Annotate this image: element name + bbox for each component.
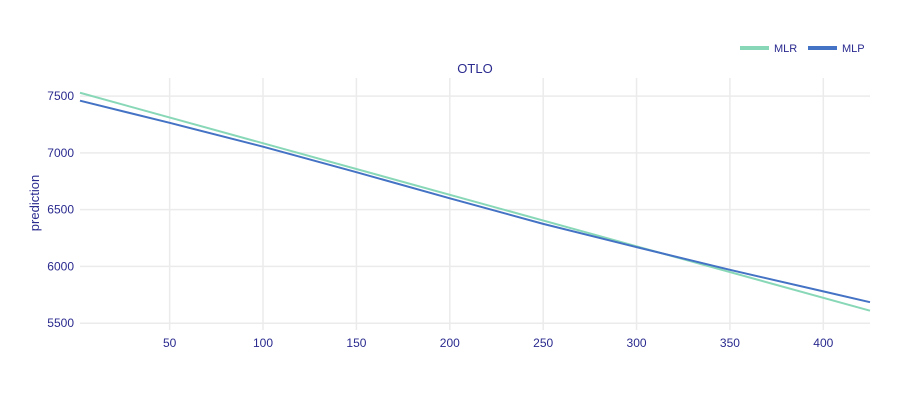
y-tick-label: 6000 — [47, 259, 74, 273]
x-tick-label: 50 — [163, 336, 177, 350]
x-axis-ticks: 50 100 150 200 250 300 350 400 — [163, 336, 834, 350]
y-tick-label: 7500 — [47, 89, 74, 103]
x-tick-label: 200 — [440, 336, 460, 350]
chart-title: OTLO — [457, 61, 492, 76]
legend-item-mlp[interactable]: MLP — [808, 43, 865, 55]
series-lines — [79, 91, 871, 312]
y-axis-title: prediction — [27, 175, 42, 231]
y-tick-label: 5500 — [47, 316, 74, 330]
legend-label: MLR — [774, 43, 797, 55]
x-tick-label: 100 — [253, 336, 273, 350]
x-tick-label: 150 — [346, 336, 366, 350]
series-line-mlr[interactable] — [79, 91, 871, 312]
series-line-mlp[interactable] — [79, 99, 871, 304]
x-tick-label: 250 — [533, 336, 553, 350]
x-tick-label: 350 — [720, 336, 740, 350]
grid — [80, 78, 870, 330]
legend-item-mlr[interactable]: MLR — [740, 43, 797, 55]
x-tick-label: 400 — [813, 336, 833, 350]
x-tick-label: 300 — [627, 336, 647, 350]
y-axis-ticks: 5500 6000 6500 7000 7500 — [47, 89, 74, 330]
legend-label: MLP — [842, 43, 865, 55]
legend[interactable]: MLR MLP — [740, 43, 865, 55]
y-tick-label: 6500 — [47, 203, 74, 217]
y-tick-label: 7000 — [47, 146, 74, 160]
